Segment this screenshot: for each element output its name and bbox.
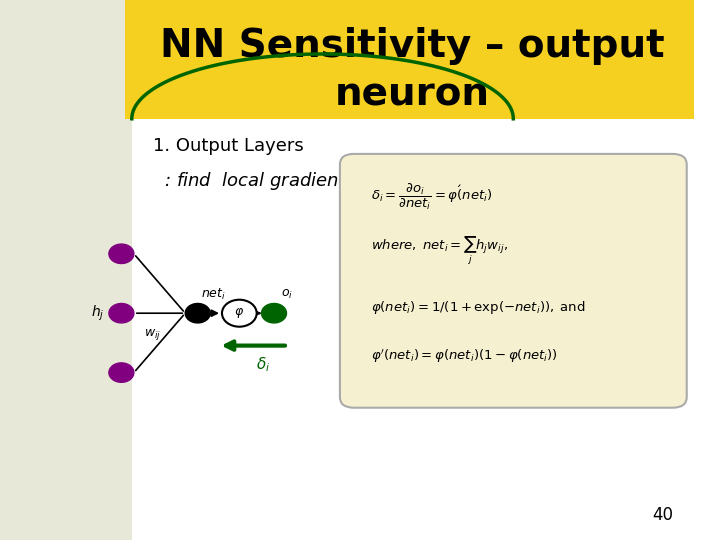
Text: neuron: neuron [336,76,490,113]
Circle shape [109,363,134,382]
FancyBboxPatch shape [125,0,693,119]
Text: 1. Output Layers: 1. Output Layers [153,137,303,155]
Circle shape [109,303,134,323]
Text: $\varphi(net_i) = 1/(1 + \exp(-net_i)),\; \mathrm{and}$: $\varphi(net_i) = 1/(1 + \exp(-net_i)),\… [371,299,586,316]
Text: $o_i$: $o_i$ [281,288,293,301]
Text: $\varphi$: $\varphi$ [234,306,244,320]
FancyBboxPatch shape [340,154,687,408]
Text: $where, \; net_i = \sum_{j} h_j w_{ij},$: $where, \; net_i = \sum_{j} h_j w_{ij},$ [371,235,508,267]
Circle shape [222,300,256,327]
Text: $\delta_i = \dfrac{\partial o_i}{\partial net_i} = \varphi\'(net_i)$: $\delta_i = \dfrac{\partial o_i}{\partia… [371,182,492,212]
Circle shape [185,303,210,323]
Text: $\delta_i$: $\delta_i$ [256,355,271,374]
Text: NN Sensitivity – output: NN Sensitivity – output [161,27,665,65]
Text: $h_j$: $h_j$ [91,303,104,323]
Text: $net_i$: $net_i$ [201,287,226,302]
Text: $\varphi'(net_i) = \varphi(net_i)(1 - \varphi(net_i))$: $\varphi'(net_i) = \varphi(net_i)(1 - \v… [371,348,558,365]
FancyBboxPatch shape [0,0,132,540]
Circle shape [109,244,134,264]
Text: 40: 40 [652,506,673,524]
Text: $w_{ij}$: $w_{ij}$ [144,327,161,342]
Text: : find  local gradient of $o_i$ at output neuron $i$: : find local gradient of $o_i$ at output… [153,170,559,192]
Circle shape [261,303,287,323]
